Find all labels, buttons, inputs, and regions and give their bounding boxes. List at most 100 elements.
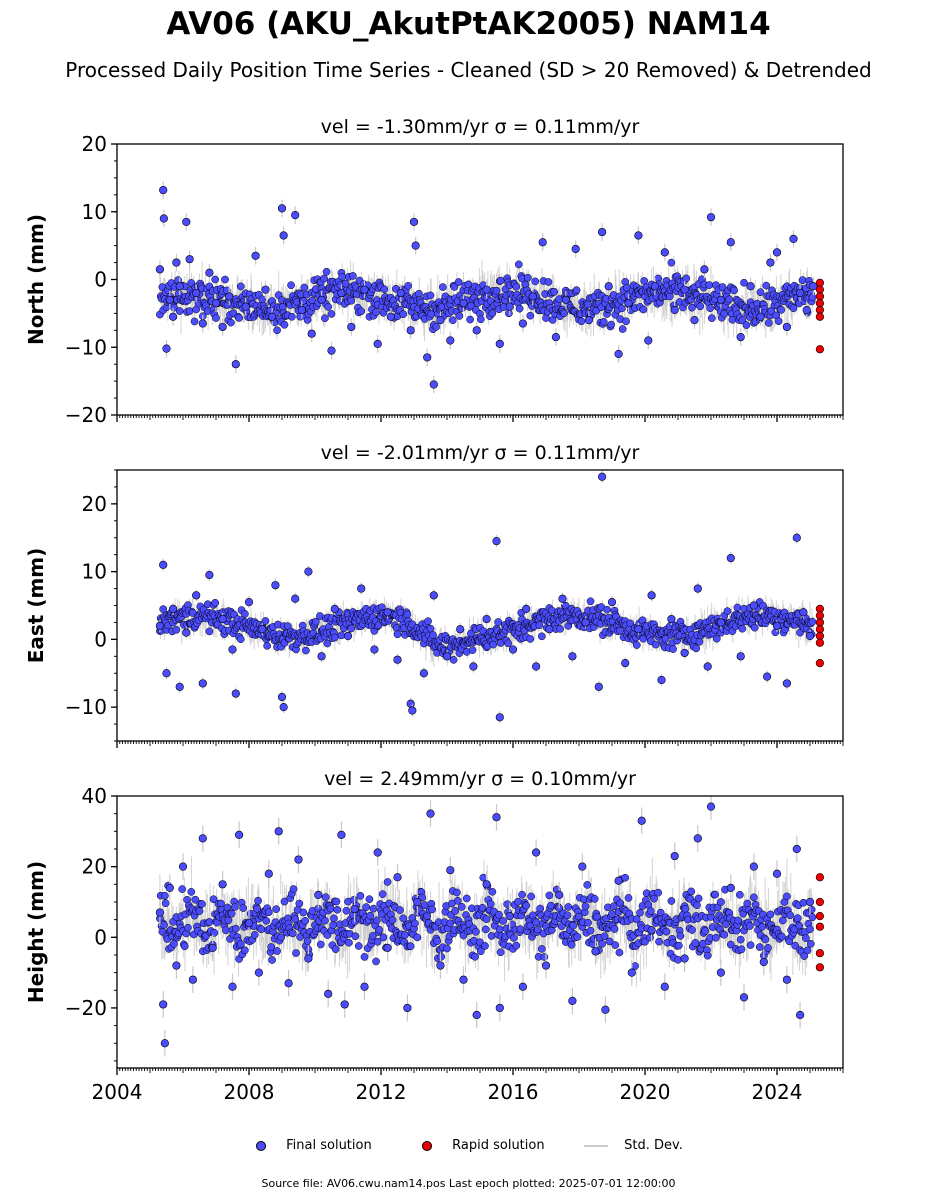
final-point bbox=[555, 890, 564, 900]
final-point bbox=[235, 830, 244, 839]
legend-stddev-label: Std. Dev. bbox=[624, 1138, 683, 1153]
rapid-point bbox=[815, 625, 825, 634]
final-point bbox=[802, 305, 811, 315]
final-point bbox=[545, 625, 554, 634]
final-point bbox=[271, 581, 280, 590]
final-point bbox=[340, 1000, 349, 1009]
final-point bbox=[198, 834, 207, 843]
final-point bbox=[482, 614, 491, 624]
final-point bbox=[218, 322, 227, 332]
final-point bbox=[274, 827, 283, 836]
final-point bbox=[472, 326, 481, 335]
final-point bbox=[225, 292, 234, 301]
final-point bbox=[772, 248, 782, 257]
y-tick-label: 0 bbox=[94, 925, 107, 949]
final-point bbox=[162, 344, 171, 353]
panel-3: vel = 2.49mm/yr σ = 0.10mm/yr Height (mm)… bbox=[24, 768, 844, 1104]
final-point bbox=[736, 332, 745, 342]
final-point bbox=[324, 989, 333, 998]
final-point bbox=[198, 319, 207, 328]
rapid-point bbox=[815, 658, 825, 668]
final-point bbox=[716, 968, 726, 977]
data-cloud bbox=[156, 856, 817, 987]
y-tick-label: −10 bbox=[65, 695, 107, 719]
rapid-point bbox=[815, 345, 825, 354]
final-point bbox=[413, 897, 422, 907]
y-tick-label: 10 bbox=[82, 560, 107, 584]
final-series bbox=[155, 470, 815, 724]
rapid-point bbox=[815, 873, 825, 882]
rapid-point bbox=[815, 305, 825, 315]
final-point bbox=[759, 957, 768, 967]
final-point bbox=[165, 883, 174, 892]
legend-stddev: Std. Dev. bbox=[584, 1138, 683, 1153]
y-tick-label: 0 bbox=[94, 627, 107, 651]
final-point bbox=[208, 943, 217, 952]
final-point bbox=[304, 567, 313, 576]
final-point bbox=[739, 993, 749, 1002]
final-point bbox=[426, 809, 435, 818]
final-point bbox=[680, 648, 689, 658]
rapid-point bbox=[815, 631, 825, 641]
final-point bbox=[228, 982, 237, 991]
final-point bbox=[634, 625, 643, 634]
rapid-point bbox=[815, 897, 825, 907]
final-point bbox=[406, 699, 415, 708]
legend-final: Final solution bbox=[256, 1138, 372, 1153]
data-cloud bbox=[156, 255, 817, 342]
final-point bbox=[456, 625, 465, 634]
final-point bbox=[231, 360, 240, 369]
final-point bbox=[789, 234, 798, 243]
final-point bbox=[670, 305, 679, 315]
final-point bbox=[571, 244, 580, 254]
final-point bbox=[268, 312, 277, 321]
rapid-point bbox=[815, 949, 825, 958]
final-point bbox=[205, 570, 214, 580]
final-point bbox=[495, 1003, 504, 1013]
x-tick-label: 2024 bbox=[752, 1080, 803, 1104]
final-point bbox=[706, 213, 716, 222]
final-point bbox=[192, 288, 201, 298]
final-point bbox=[205, 268, 214, 277]
final-point bbox=[756, 312, 765, 321]
data-cloud bbox=[156, 593, 817, 667]
final-point bbox=[805, 631, 815, 641]
final-point bbox=[373, 848, 382, 857]
y-axis-label: East (mm) bbox=[24, 548, 48, 664]
final-point bbox=[792, 844, 801, 854]
final-point bbox=[211, 299, 221, 308]
data-area bbox=[155, 470, 825, 724]
final-series bbox=[155, 796, 815, 1057]
final-point bbox=[241, 302, 250, 311]
final-point bbox=[597, 472, 607, 481]
final-point bbox=[277, 692, 287, 702]
final-point bbox=[172, 258, 181, 267]
rapid-series bbox=[815, 604, 825, 668]
final-point bbox=[591, 947, 600, 956]
final-point bbox=[294, 855, 303, 864]
final-point bbox=[436, 961, 445, 970]
final-point bbox=[614, 876, 623, 885]
rapid-point bbox=[815, 963, 825, 972]
final-point bbox=[446, 866, 455, 875]
final-point bbox=[657, 675, 666, 685]
final-point bbox=[330, 604, 339, 613]
y-axis-label: Height (mm) bbox=[24, 861, 48, 1003]
final-point bbox=[251, 251, 260, 260]
final-point bbox=[178, 862, 188, 871]
final-point bbox=[482, 285, 491, 294]
final-point bbox=[726, 883, 735, 892]
final-point bbox=[690, 316, 699, 325]
final-point bbox=[505, 302, 514, 311]
final-point bbox=[185, 255, 194, 264]
final-point bbox=[594, 682, 603, 691]
final-point bbox=[799, 608, 808, 617]
stddev-line-icon bbox=[584, 1144, 608, 1147]
final-point bbox=[607, 598, 617, 607]
final-point bbox=[343, 631, 353, 641]
final-point bbox=[809, 282, 818, 291]
final-point bbox=[518, 982, 528, 991]
final-point bbox=[279, 703, 288, 712]
final-point bbox=[155, 621, 164, 630]
final-point bbox=[680, 285, 689, 294]
